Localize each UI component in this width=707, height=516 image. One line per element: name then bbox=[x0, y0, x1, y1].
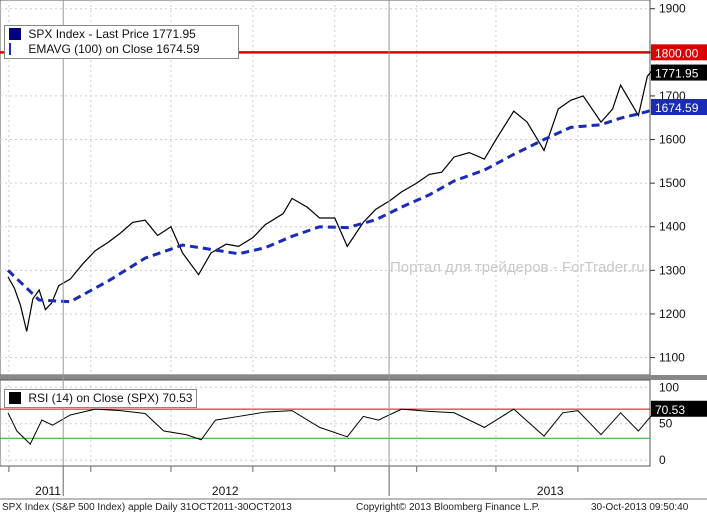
main-legend: SPX Index - Last Price 1771.95 EMAVG (10… bbox=[4, 25, 239, 59]
x-year-label: 2012 bbox=[212, 484, 239, 498]
tag-last-price: 1771.95 bbox=[655, 67, 699, 81]
legend-ema-swatch bbox=[9, 43, 21, 55]
rsi-series bbox=[0, 408, 658, 445]
rsi-frame bbox=[0, 379, 651, 467]
main-ytick-label: 1100 bbox=[659, 351, 685, 365]
main-ytick-label: 1300 bbox=[659, 263, 686, 277]
legend-ema-value: 1674.59 bbox=[156, 42, 200, 56]
panel-separator bbox=[0, 375, 707, 380]
price-line bbox=[7, 64, 658, 332]
legend-ema-label: EMAVG (100) on Close bbox=[28, 42, 153, 56]
rsi-ytick-label: 100 bbox=[659, 380, 679, 394]
value-tags: 1800.00 1771.95 1674.59 70.53 bbox=[651, 44, 707, 417]
legend-price: SPX Index - Last Price 1771.95 bbox=[9, 27, 234, 42]
legend-price-label: SPX Index - Last Price bbox=[28, 27, 150, 41]
main-ytick-label: 1600 bbox=[659, 133, 686, 147]
legend-rsi-label: RSI (14) on Close (SPX) bbox=[28, 391, 160, 405]
rsi-ytick-label: 50 bbox=[659, 417, 673, 431]
footer: SPX Index (S&P 500 Index) apple Daily 31… bbox=[0, 500, 707, 516]
x-year-label: 2011 bbox=[35, 484, 61, 498]
main-ytick-label: 1400 bbox=[659, 220, 686, 234]
rsi-grid bbox=[0, 379, 651, 467]
rsi-line bbox=[7, 408, 658, 445]
main-ytick-label: 1200 bbox=[659, 307, 686, 321]
rsi-legend: RSI (14) on Close (SPX) 70.53 bbox=[4, 389, 198, 408]
legend-ema: EMAVG (100) on Close 1674.59 bbox=[9, 42, 234, 57]
main-ytick-label: 1900 bbox=[659, 2, 686, 16]
legend-rsi-value: 70.53 bbox=[162, 391, 193, 405]
axes: 1100120013001400150016001700180019000501… bbox=[0, 0, 707, 500]
x-year-label: 2013 bbox=[537, 484, 564, 498]
legend-rsi-swatch bbox=[9, 392, 21, 404]
main-series bbox=[0, 51, 658, 332]
main-ytick-label: 1500 bbox=[659, 176, 686, 190]
tag-1800: 1800.00 bbox=[655, 46, 699, 60]
tag-last-price-bg bbox=[651, 64, 707, 81]
tag-ema-bg bbox=[651, 99, 707, 116]
tag-rsi: 70.53 bbox=[655, 403, 685, 417]
legend-price-value: 1771.95 bbox=[152, 27, 196, 41]
watermark: Портал для трейдеров - ForTrader.ru bbox=[390, 259, 645, 276]
footer-right: 30-Oct-2013 09:50:40 bbox=[591, 502, 689, 513]
footer-center: Copyright© 2013 Bloomberg Finance L.P. bbox=[356, 502, 540, 513]
tag-rsi-bg bbox=[651, 400, 707, 417]
tag-1800-bg bbox=[651, 44, 707, 61]
rsi-ytick-label: 0 bbox=[659, 453, 666, 467]
legend-price-swatch bbox=[9, 28, 21, 40]
footer-left: SPX Index (S&P 500 Index) apple Daily 31… bbox=[2, 502, 292, 513]
tag-ema: 1674.59 bbox=[655, 101, 699, 115]
